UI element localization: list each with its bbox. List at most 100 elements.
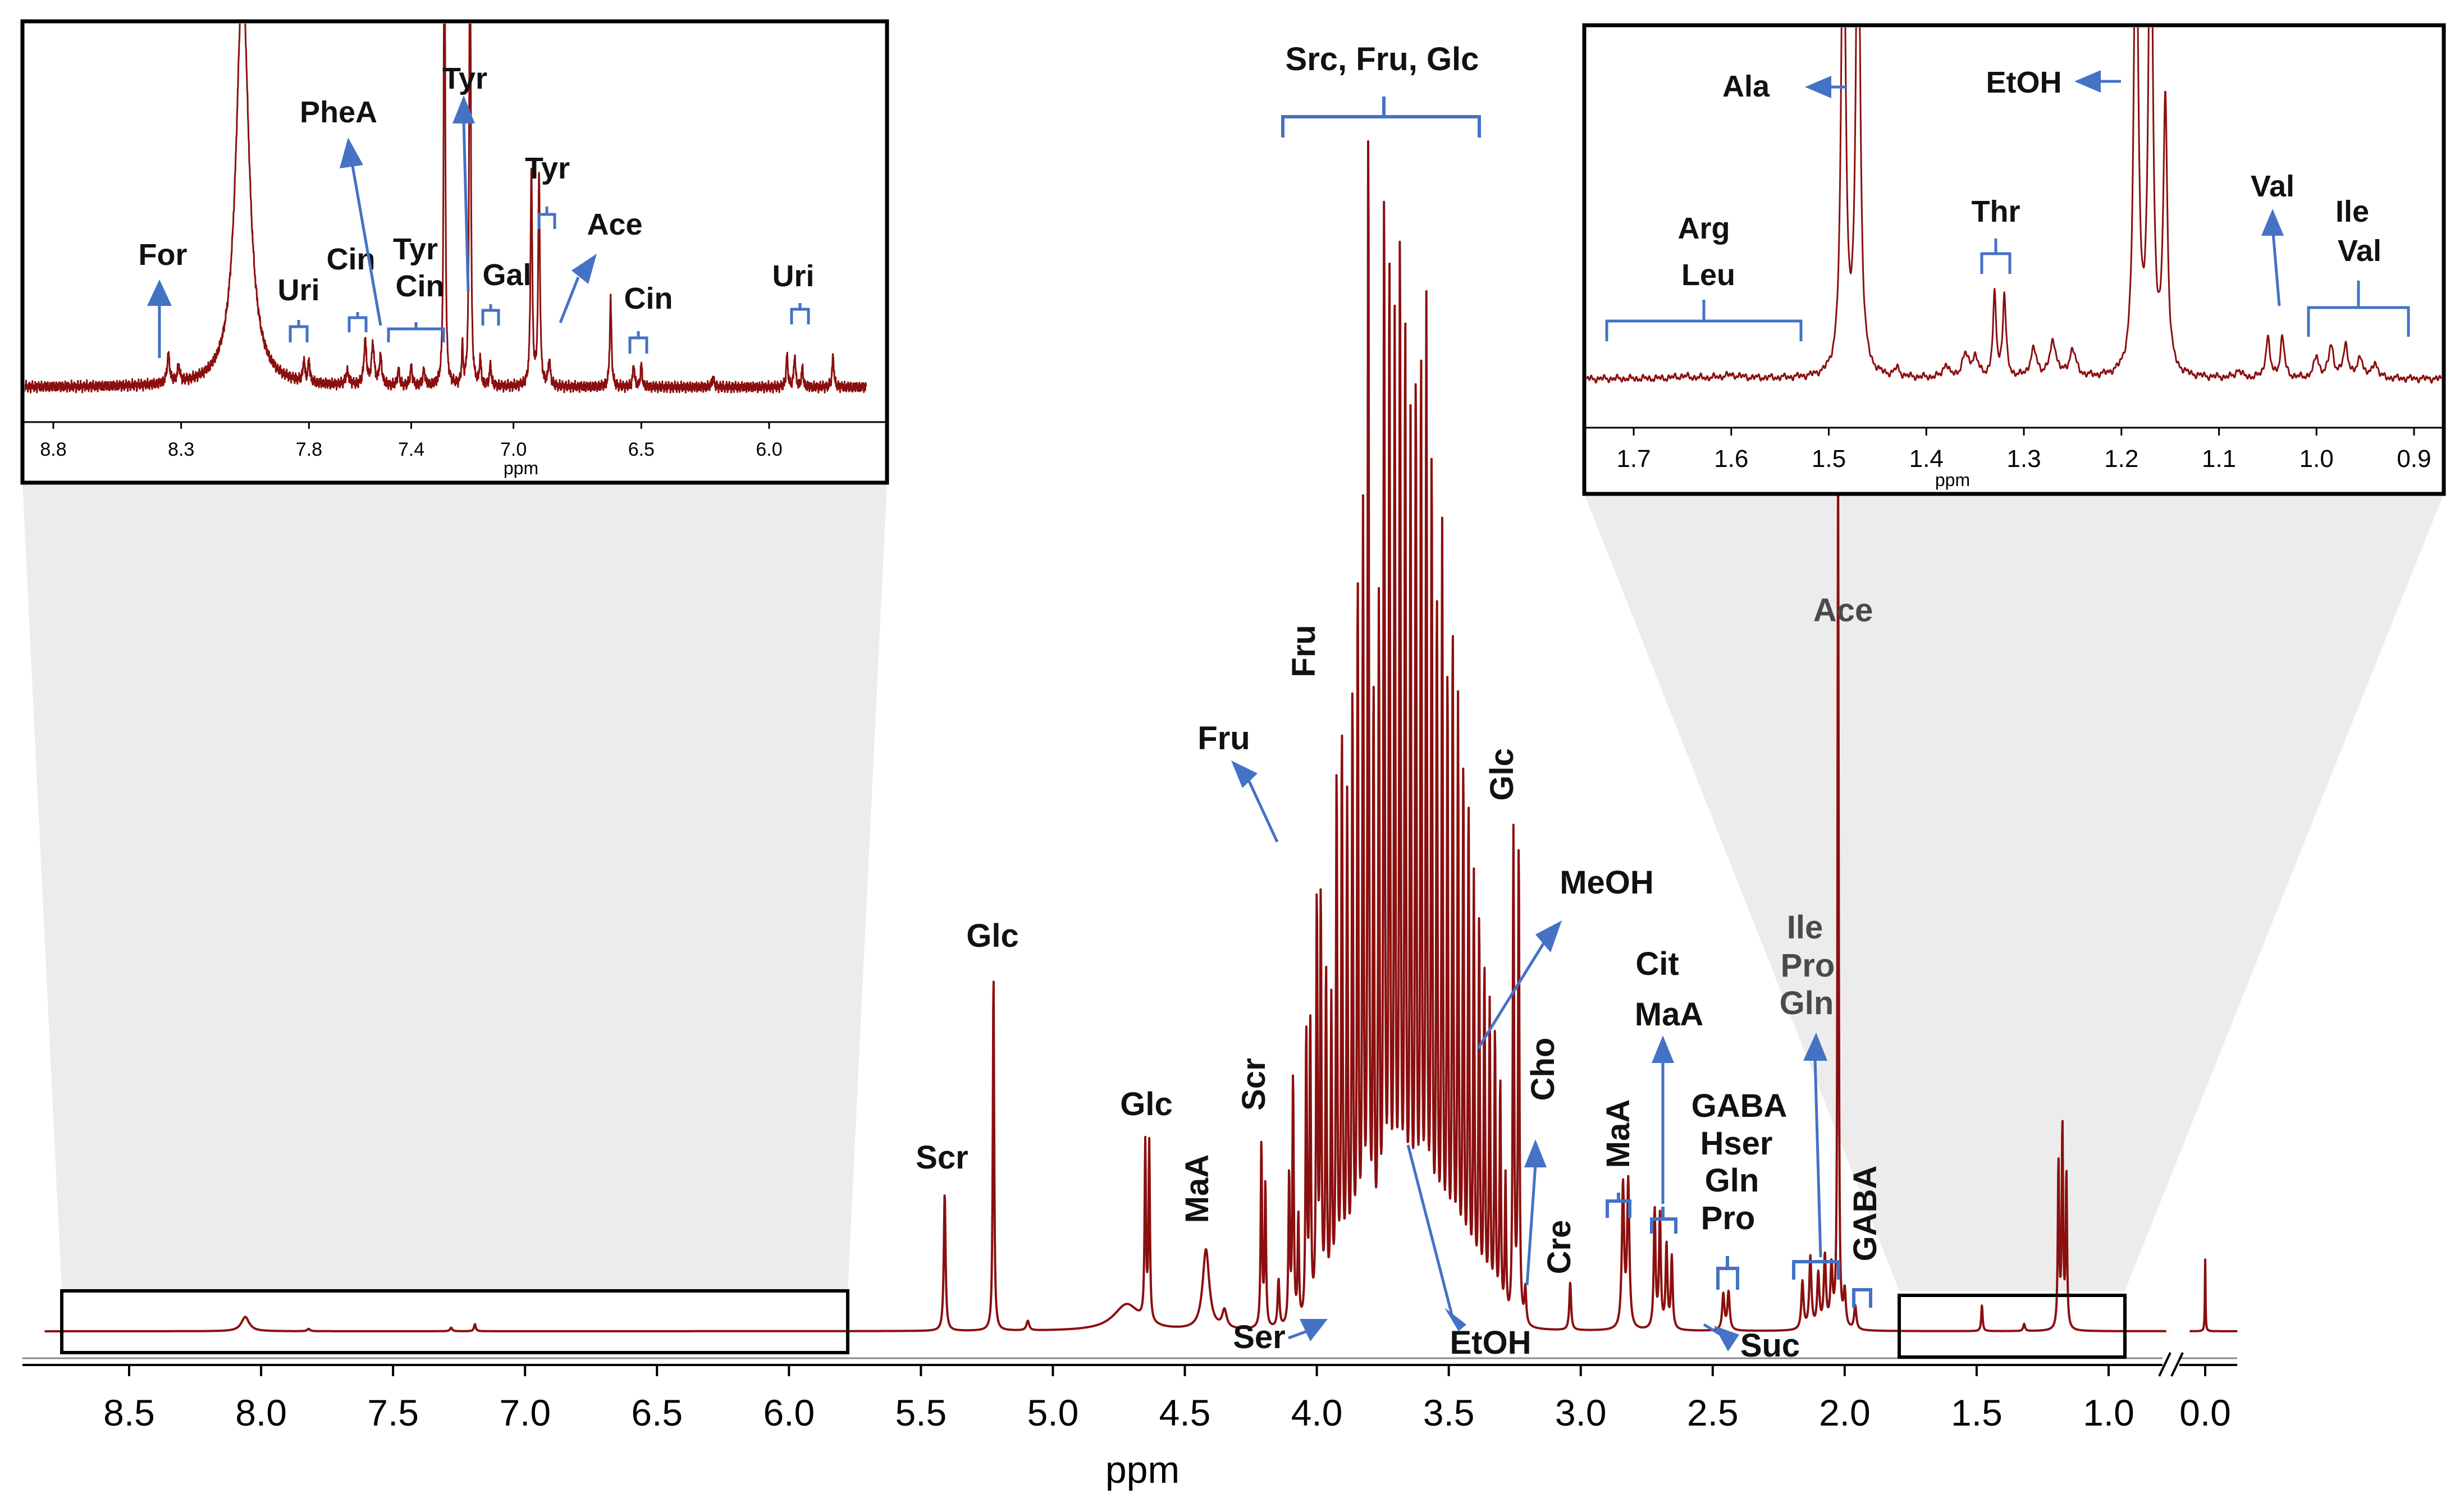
inset-aliphatic-axis-label: ppm: [1935, 470, 1970, 490]
inset-label-arg: Arg: [1678, 212, 1730, 245]
inset-aromatic-tick-label: 7.8: [296, 439, 322, 460]
label-etoh-main: EtOH: [1450, 1325, 1532, 1361]
inset-aromatic-trace: [25, 24, 867, 394]
inset-label-ile: Ile: [2335, 195, 2369, 228]
inset-arrowhead-etoh: [2074, 70, 2101, 93]
label-meoh: MeOH: [1560, 864, 1654, 901]
inset-aromatic-axis-label: ppm: [504, 458, 538, 478]
bracket-gaba-group: [1716, 1256, 1739, 1290]
inset-label-for: For: [139, 238, 188, 272]
zoom-shade-aliphatic: [1584, 494, 2444, 1291]
main-tick-label: 7.5: [367, 1392, 419, 1433]
inset-aliphatic-ticks: 1.7 1.6 1.5 1.4 1.3 1.2 1.1 1.0 0.9: [1616, 428, 2431, 473]
inset-label-thr: Thr: [1972, 195, 2020, 228]
inset-label-gal: Gal: [482, 258, 531, 292]
inset-bracket-cin-3: [628, 331, 648, 354]
main-tick-label: 6.0: [763, 1392, 815, 1433]
inset-aromatic-tick-label: 7.0: [500, 439, 527, 460]
bracket-src-fru-glc: [1281, 97, 1481, 138]
label-glc-3: Glc: [1120, 1086, 1173, 1122]
inset-label-tyr-2: Tyr: [442, 62, 487, 95]
inset-aromatic-tick-label: 7.4: [398, 439, 424, 460]
inset-aromatic-tick-label: 8.8: [40, 439, 66, 460]
inset-aromatic-tick-label: 6.0: [756, 439, 782, 460]
main-spectrum-trace: [44, 140, 2238, 1332]
main-x-axis-label: ppm: [1105, 1449, 1180, 1491]
label-maa-2: MaA: [1600, 1099, 1636, 1168]
label-scr-2: Scr: [1236, 1058, 1272, 1111]
inset-aliphatic-tick-label: 1.6: [1714, 445, 1748, 473]
main-tick-label: 0.0: [2179, 1392, 2231, 1433]
main-tick-label: 3.0: [1555, 1392, 1607, 1433]
inset-arrowhead-tyr-2: [452, 95, 475, 123]
inset-aliphatic-frame: [1582, 23, 2446, 496]
main-tick-label: 1.0: [2083, 1392, 2134, 1433]
inset-label-cin-2: Cin: [396, 269, 445, 303]
inset-label-ace: Ace: [587, 208, 642, 241]
label-gln-1: Gln: [1705, 1162, 1759, 1199]
label-maa-3: MaA: [1635, 996, 1703, 1033]
inset-aliphatic-tick-label: 1.5: [1812, 445, 1846, 473]
arrow-ser: [1288, 1330, 1308, 1340]
inset-arrowhead-ace: [572, 254, 597, 284]
label-glc-2: Glc: [966, 918, 1019, 954]
label-cre: Cre: [1541, 1220, 1578, 1275]
inset-arrowhead-phea: [340, 138, 363, 168]
label-gaba-2: GABA: [1847, 1166, 1884, 1262]
main-tick-label: 8.5: [103, 1392, 155, 1433]
label-gln-main: Gln: [1780, 985, 1834, 1021]
main-x-axis-ticks: 8.5 8.0 7.5 7.0 6.5 6.0 5.5 5.0 4.5 4.0 3.5 3.0 2.5 2…: [103, 1365, 2231, 1433]
main-tick-label: 7.0: [499, 1392, 551, 1433]
inset-arrow-val: [2271, 232, 2281, 306]
inset-aliphatic-trace: [1587, 28, 2442, 384]
inset-label-uri-2: Uri: [772, 259, 814, 293]
arrowhead-maa-3: [1652, 1036, 1674, 1063]
label-src-fru-glc: Src, Fru, Glc: [1286, 41, 1479, 77]
inset-aromatic-ticks: 8.8 8.3 7.8 7.4 7.0 6.5 6.0: [40, 422, 783, 460]
inset-aliphatic-tick-label: 1.3: [2006, 445, 2041, 473]
main-tick-label: 3.5: [1423, 1392, 1475, 1433]
inset-arrow-ace: [559, 277, 580, 323]
inset-aromatic-frame: [20, 19, 889, 485]
label-cho: Cho: [1525, 1038, 1561, 1101]
inset-label-tyr-1: Tyr: [393, 232, 438, 266]
main-tick-label: 1.5: [1951, 1392, 2003, 1433]
arrowhead-meoh: [1535, 920, 1562, 952]
label-fru-1: Fru: [1197, 720, 1250, 757]
inset-arrowhead-for: [147, 280, 172, 306]
inset-label-cin-3: Cin: [624, 282, 673, 315]
inset-label-phea: PheA: [300, 95, 377, 129]
arrow-suc: [1703, 1323, 1733, 1343]
inset-arrow-phea: [350, 162, 382, 326]
arrow-ile-pro-gln: [1813, 1057, 1822, 1258]
inset-bracket-uri-1: [289, 320, 309, 342]
label-pro-main: Pro: [1781, 947, 1835, 984]
label-suc: Suc: [1740, 1327, 1800, 1364]
inset-bracket-gal: [481, 304, 500, 326]
inset-aromatic-tick-label: 6.5: [628, 439, 655, 460]
zoom-box-aliphatic: [1898, 1294, 2127, 1359]
inset-label-val-2: Val: [2338, 234, 2381, 268]
label-fru-2: Fru: [1286, 625, 1322, 677]
arrowhead-fru-1: [1231, 760, 1258, 788]
bracket-maa-2: [1606, 1193, 1631, 1218]
arrow-cho: [1525, 1164, 1537, 1286]
label-cit: Cit: [1635, 946, 1679, 982]
main-tick-label: 4.5: [1159, 1392, 1211, 1433]
inset-label-tyr-3: Tyr: [525, 152, 570, 185]
label-glc-1: Glc: [1484, 748, 1520, 801]
main-tick-label: 4.0: [1291, 1392, 1343, 1433]
inset-aliphatic-tick-label: 1.0: [2300, 445, 2334, 473]
inset-label-ala: Ala: [1722, 70, 1770, 103]
main-tick-label: 6.5: [631, 1392, 683, 1433]
axis-break-mark-1: [2158, 1352, 2172, 1377]
main-tick-label: 2.0: [1819, 1392, 1871, 1433]
arrow-meoh: [1476, 942, 1546, 1050]
arrow-etoh-main: [1406, 1144, 1455, 1319]
inset-label-uri-1: Uri: [277, 273, 319, 307]
main-tick-label: 5.5: [895, 1392, 947, 1433]
inset-bracket-cin-1: [348, 312, 368, 332]
arrowhead-cho: [1524, 1139, 1547, 1167]
arrow-fru-1: [1247, 780, 1279, 843]
